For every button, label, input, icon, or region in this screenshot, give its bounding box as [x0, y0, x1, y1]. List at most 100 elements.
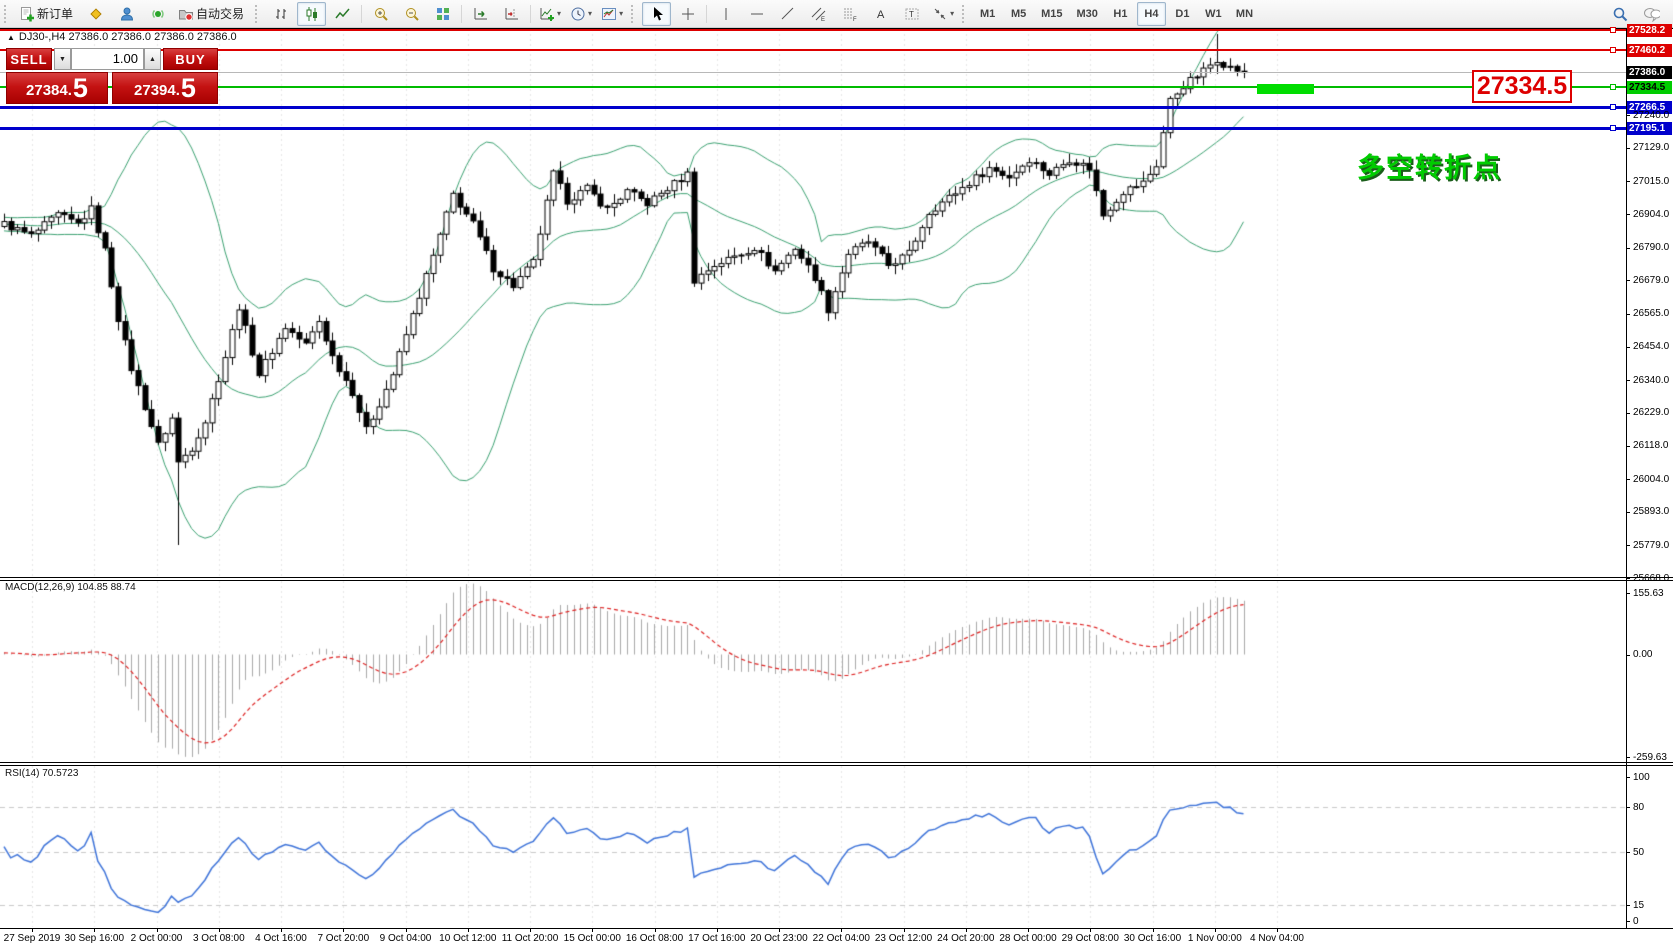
volume-input[interactable]: 1.00 [71, 48, 144, 70]
horizontal-line-object[interactable] [0, 126, 1626, 130]
chart-shift-button[interactable] [497, 2, 526, 26]
trendline-icon [779, 5, 796, 22]
timeframe-m1[interactable]: M1 [973, 2, 1002, 26]
autotrading-button[interactable]: 自动交易 [174, 2, 250, 26]
x-tick-mark [1277, 928, 1278, 932]
timeframe-h1[interactable]: H1 [1106, 2, 1135, 26]
toolbar-grip[interactable] [255, 4, 262, 23]
chevron-down-icon[interactable]: ▾ [588, 9, 593, 18]
chat-button[interactable] [1637, 2, 1666, 26]
bar-chart-button[interactable] [266, 2, 295, 26]
macd-splitter-top[interactable] [0, 577, 1673, 578]
new-order-button[interactable]: 新订单 [15, 2, 79, 26]
line-handle[interactable] [1610, 84, 1616, 91]
line-handle[interactable] [1610, 27, 1616, 34]
rsi-splitter-top[interactable] [0, 762, 1673, 763]
timeframe-m15[interactable]: M15 [1035, 2, 1068, 26]
chevron-down-icon[interactable]: ▾ [619, 9, 624, 18]
collapse-triangle-icon[interactable]: ▲ [7, 33, 15, 42]
svg-text:F: F [853, 17, 857, 22]
y-tick-mark [1626, 921, 1630, 922]
chart-title-text: DJ30-,H4 27386.0 27386.0 27386.0 27386.0 [18, 31, 237, 43]
volume-decrease-button[interactable]: ▼ [54, 48, 71, 70]
cursor-button[interactable] [642, 1, 672, 26]
zoom-out-button[interactable] [397, 2, 426, 26]
timeframe-m5[interactable]: M5 [1004, 2, 1033, 26]
line-handle[interactable] [1610, 125, 1616, 132]
horizontal-line-object[interactable] [0, 29, 1626, 32]
zoom-in-button[interactable] [366, 2, 395, 26]
candlestick-button[interactable] [297, 1, 327, 26]
text-label-button[interactable]: T [897, 2, 926, 26]
rsi-splitter-bottom[interactable] [0, 765, 1673, 766]
chart-annotation-text[interactable]: 多空转折点 [1357, 153, 1502, 183]
shapes-icon [931, 5, 948, 22]
macd-indicator-label: MACD(12,26,9) 104.85 88.74 [5, 582, 136, 593]
metaeditor-button[interactable] [81, 2, 110, 26]
timeframe-m30[interactable]: M30 [1071, 2, 1104, 26]
toolbar-grip[interactable] [631, 4, 638, 23]
community-button[interactable] [112, 2, 141, 26]
channel-icon: E [810, 5, 827, 22]
y-tick-mark [1626, 380, 1630, 382]
indicators-button[interactable]: ▾ [535, 2, 564, 26]
text-button[interactable]: A [866, 2, 895, 26]
buy-button[interactable]: BUY [163, 48, 218, 70]
equidistant-channel-button[interactable]: E [804, 2, 833, 26]
shapes-button[interactable]: ▾ [928, 2, 957, 26]
periods-icon [569, 5, 586, 22]
trendline-button[interactable] [773, 2, 802, 26]
y-tick-mark [1626, 757, 1630, 758]
search-button[interactable] [1606, 2, 1635, 26]
y-tick-label: 15 [1633, 899, 1645, 911]
horizontal-line-object[interactable] [0, 49, 1626, 52]
timeframe-w1[interactable]: W1 [1199, 2, 1228, 26]
toolbar-grip[interactable] [962, 4, 969, 23]
fibonacci-button[interactable]: F [835, 2, 864, 26]
price-callout-box[interactable]: 27334.5 [1472, 70, 1572, 103]
ask-price-box[interactable]: 27394. 5 [112, 72, 218, 104]
timeframe-d1[interactable]: D1 [1168, 2, 1197, 26]
x-tick-mark [530, 928, 531, 932]
periods-button[interactable]: ▾ [566, 2, 595, 26]
bar-chart-icon [272, 5, 289, 22]
x-tick-label: 17 Oct 16:00 [688, 933, 746, 944]
x-tick-mark [156, 928, 158, 932]
sell-button[interactable]: SELL [6, 48, 52, 70]
x-tick-label: 10 Oct 12:00 [439, 933, 497, 944]
chevron-down-icon[interactable]: ▾ [557, 9, 562, 18]
y-tick-mark [1626, 280, 1630, 282]
timeframe-h4[interactable]: H4 [1136, 1, 1166, 26]
timeframe-mn[interactable]: MN [1230, 2, 1259, 26]
tile-windows-button[interactable] [428, 2, 457, 26]
new-order-icon [18, 5, 35, 22]
horizontal-line-button[interactable] [742, 2, 771, 26]
crosshair-button[interactable] [673, 2, 702, 26]
y-tick-mark [1626, 593, 1630, 594]
signals-button[interactable] [143, 2, 172, 26]
toolbar-grip[interactable] [4, 4, 11, 23]
x-tick-label: 27 Sep 2019 [3, 933, 61, 944]
svg-text:A: A [877, 9, 885, 21]
line-handle[interactable] [1610, 104, 1616, 111]
line-handle[interactable] [1610, 47, 1616, 54]
horizontal-line-object[interactable] [0, 105, 1626, 109]
macd-splitter-bottom[interactable] [0, 580, 1673, 581]
chevron-down-icon[interactable]: ▾ [950, 9, 955, 18]
svg-text:T: T [909, 10, 914, 19]
x-tick-mark [1152, 928, 1154, 932]
bid-price-main: 27384. [26, 82, 72, 99]
y-tick-label: 0 [1633, 915, 1639, 927]
templates-button[interactable]: ▾ [597, 2, 626, 26]
vertical-line-button[interactable] [711, 2, 740, 26]
auto-scroll-button[interactable] [466, 2, 495, 26]
highlight-zone[interactable] [1257, 84, 1314, 94]
price-line-label: 27266.5 [1627, 100, 1672, 114]
bid-price-box[interactable]: 27384. 5 [6, 72, 108, 104]
horizontal-line-object[interactable] [0, 86, 1626, 89]
volume-increase-button[interactable]: ▲ [144, 48, 161, 70]
line-chart-button[interactable] [328, 2, 357, 26]
x-tick-label: 30 Oct 16:00 [1123, 933, 1182, 944]
